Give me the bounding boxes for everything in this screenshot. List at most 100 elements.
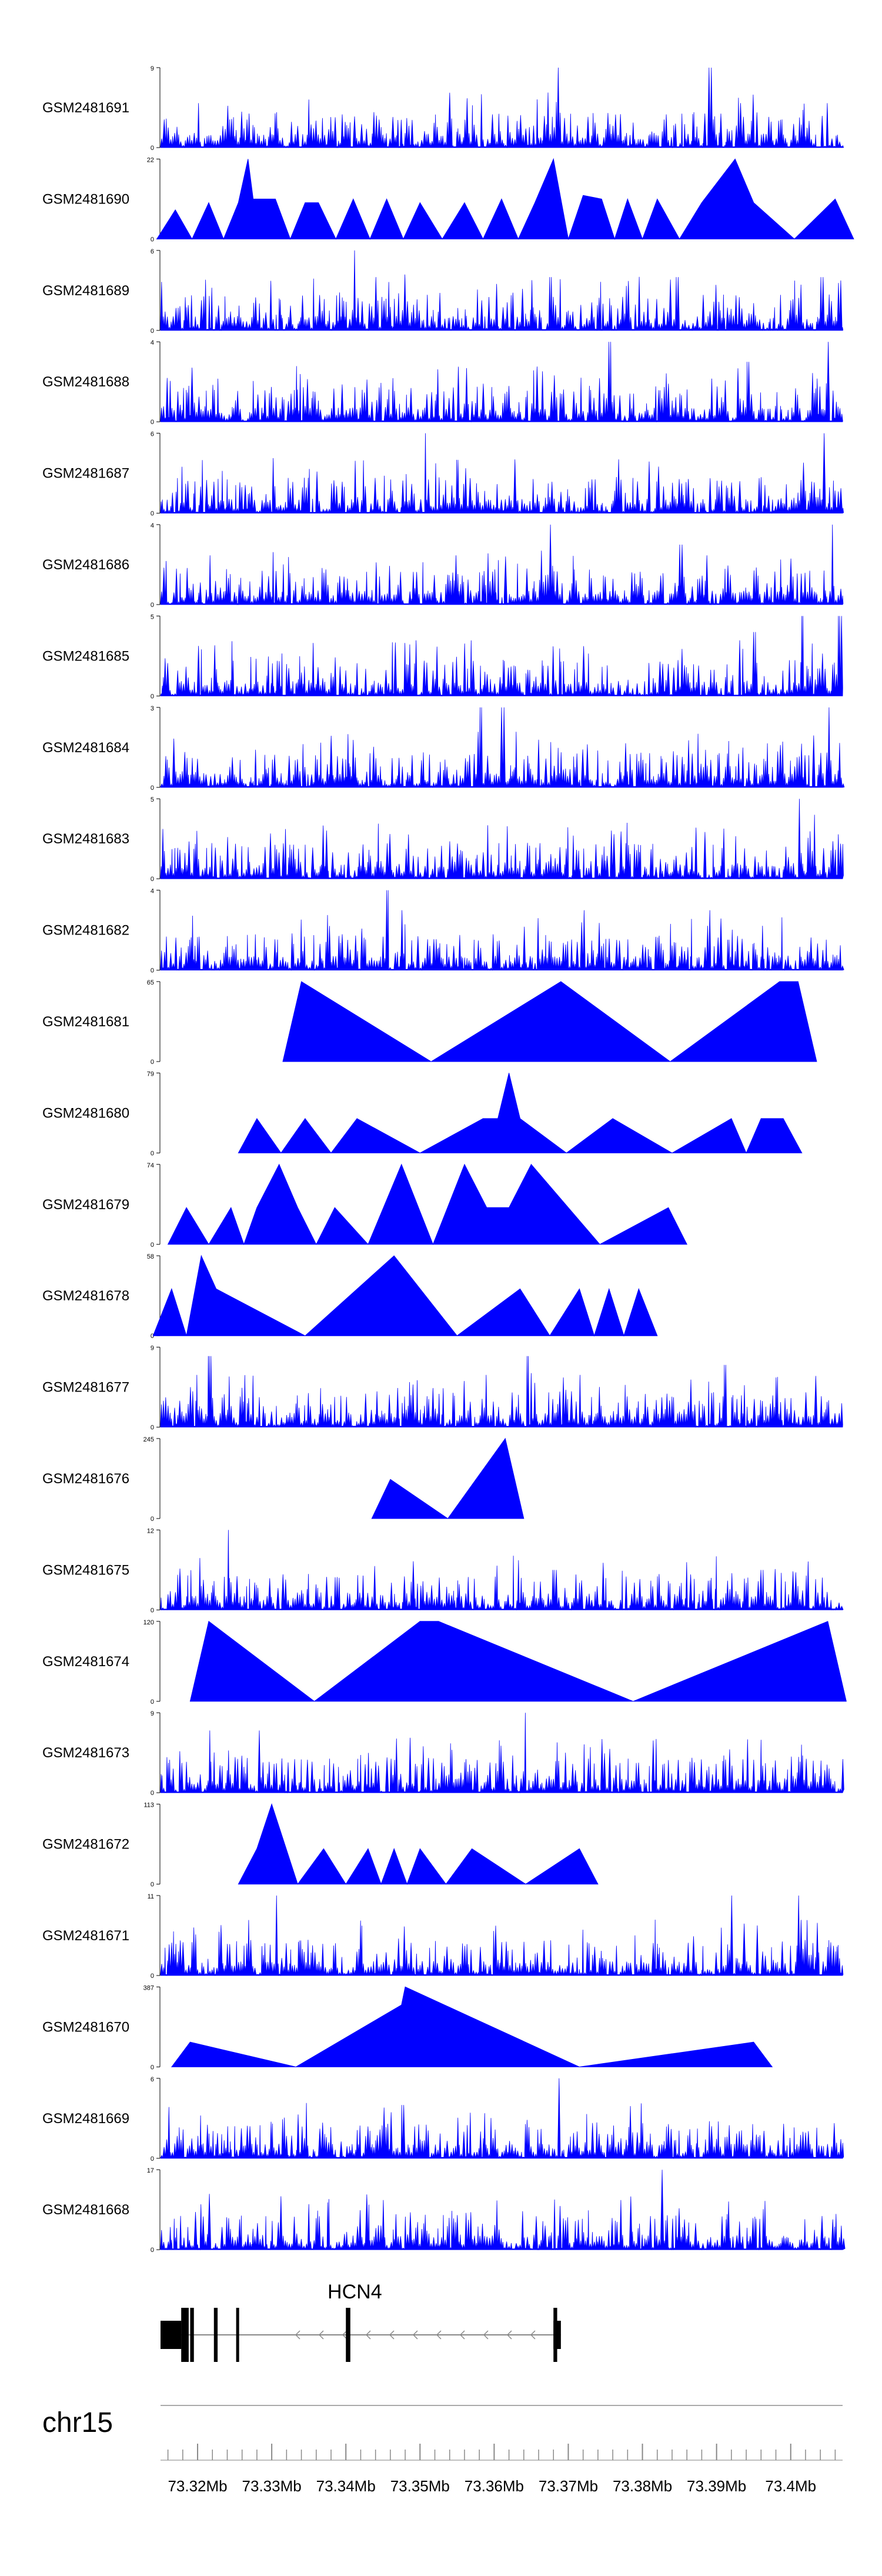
coverage-signal: [160, 524, 844, 606]
track-name: GSM2481691: [42, 100, 129, 116]
coverage-signal: [160, 1713, 844, 1794]
track-GSM2481682: GSM2481682 4 0: [42, 888, 844, 975]
track-name: GSM2481673: [42, 1745, 129, 1761]
y-max-label: 12: [147, 1527, 154, 1534]
y-zero-label: 0: [151, 1881, 154, 1888]
track-name: GSM2481686: [42, 557, 129, 573]
track-name: GSM2481675: [42, 1562, 129, 1578]
strand-arrow: [459, 2330, 465, 2340]
chromosome-label: chr15: [42, 2407, 113, 2438]
y-max-label: 4: [151, 522, 154, 529]
y-zero-label: 0: [151, 1242, 154, 1249]
track-GSM2481676: GSM2481676 245 0: [42, 1436, 524, 1523]
track-GSM2481675: GSM2481675 12 0: [42, 1527, 844, 1614]
track-GSM2481689: GSM2481689 6 0: [42, 248, 844, 335]
y-max-label: 65: [147, 979, 154, 986]
y-zero-label: 0: [151, 1790, 154, 1797]
y-max-label: 6: [151, 2076, 154, 2083]
track-GSM2481677: GSM2481677 9 0: [42, 1345, 843, 1432]
y-max-label: 11: [148, 1893, 154, 1900]
track-name: GSM2481684: [42, 740, 129, 756]
exon: [213, 2308, 218, 2362]
coverage-signal: [160, 890, 844, 971]
track-name: GSM2481672: [42, 1837, 129, 1853]
y-zero-label: 0: [151, 1973, 154, 1980]
y-zero-label: 0: [151, 967, 154, 975]
strand-arrow: [483, 2330, 489, 2340]
y-max-label: 22: [147, 156, 154, 163]
gene-model-track: HCN4: [161, 2281, 561, 2362]
track-GSM2481684: GSM2481684 3 0: [42, 705, 845, 792]
coverage-signal: [160, 1530, 844, 1611]
axis-tick-label: 73.33Mb: [242, 2477, 302, 2495]
y-zero-label: 0: [151, 2247, 154, 2254]
track-GSM2481691: GSM2481691 9 0: [42, 65, 844, 152]
coverage-signal: [160, 342, 843, 423]
track-name: GSM2481681: [42, 1014, 129, 1030]
track-GSM2481686: GSM2481686 4 0: [42, 522, 844, 609]
track-name: GSM2481669: [42, 2111, 129, 2127]
exon: [190, 2308, 194, 2362]
track-GSM2481678: GSM2481678 58 0: [42, 1253, 658, 1340]
coverage-signal: [160, 2078, 844, 2160]
track-name: GSM2481676: [42, 1471, 129, 1487]
track-GSM2481683: GSM2481683 5 0: [42, 796, 844, 883]
track-name: GSM2481679: [42, 1197, 129, 1213]
coverage-signal: [160, 67, 844, 149]
y-zero-label: 0: [151, 2155, 154, 2163]
y-max-label: 74: [147, 1162, 154, 1169]
axis-tick-label: 73.38Mb: [613, 2477, 672, 2495]
strand-arrow: [506, 2330, 512, 2340]
coverage-area: [189, 1620, 847, 1702]
track-GSM2481673: GSM2481673 9 0: [42, 1710, 844, 1797]
strand-arrow: [365, 2330, 371, 2340]
exon: [236, 2308, 239, 2362]
genome-axis: chr15 73.32Mb 73.33Mb 73.34Mb 73.35Mb 73.36M…: [42, 2405, 843, 2495]
track-GSM2481690: GSM2481690 22 0: [42, 156, 854, 243]
track-name: GSM2481668: [42, 2202, 129, 2218]
y-zero-label: 0: [151, 1699, 154, 1706]
axis-tick-label: 73.4Mb: [765, 2477, 816, 2495]
strand-arrow: [318, 2330, 324, 2340]
y-zero-label: 0: [151, 785, 154, 792]
track-name: GSM2481678: [42, 1288, 129, 1304]
y-max-label: 17: [147, 2167, 154, 2174]
exon: [346, 2308, 350, 2362]
coverage-signal: [160, 616, 843, 697]
coverage-signal: [160, 799, 844, 880]
coverage-area: [371, 1437, 524, 1519]
track-GSM2481681: GSM2481681 65 0: [42, 979, 817, 1066]
strand-arrow: [530, 2330, 536, 2340]
gene-label: HCN4: [328, 2281, 382, 2303]
y-zero-label: 0: [151, 2064, 154, 2071]
track-name: GSM2481688: [42, 374, 129, 390]
coverage-signal: [160, 1895, 844, 1977]
y-zero-label: 0: [151, 1424, 154, 1432]
track-GSM2481679: GSM2481679 74 0: [42, 1162, 688, 1249]
track-GSM2481688: GSM2481688 4 0: [42, 339, 843, 426]
coverage-area: [156, 158, 854, 241]
axis-tick-label: 73.37Mb: [539, 2477, 598, 2495]
y-max-label: 9: [151, 65, 154, 72]
coverage-area: [282, 981, 817, 1062]
y-max-label: 9: [151, 1345, 154, 1352]
y-max-label: 58: [147, 1253, 154, 1260]
strand-arrow: [295, 2330, 300, 2340]
track-name: GSM2481674: [42, 1654, 129, 1670]
track-GSM2481680: GSM2481680 79 0: [42, 1070, 803, 1157]
track-GSM2481671: GSM2481671 11 0: [42, 1893, 844, 1980]
y-zero-label: 0: [151, 1607, 154, 1614]
y-max-label: 4: [151, 888, 154, 895]
axis-tick-label: 73.32Mb: [168, 2477, 227, 2495]
y-zero-label: 0: [151, 145, 154, 152]
track-name: GSM2481682: [42, 923, 129, 939]
track-GSM2481685: GSM2481685 5 0: [42, 613, 843, 700]
y-max-label: 5: [151, 613, 154, 620]
track-name: GSM2481690: [42, 191, 129, 207]
track-GSM2481670: GSM2481670 387 0: [42, 1984, 773, 2071]
exon-cds: [553, 2308, 557, 2362]
axis-tick-label: 73.39Mb: [687, 2477, 746, 2495]
coverage-area: [152, 1254, 658, 1337]
coverage-area: [238, 1803, 599, 1886]
track-GSM2481669: GSM2481669 6 0: [42, 2076, 844, 2163]
